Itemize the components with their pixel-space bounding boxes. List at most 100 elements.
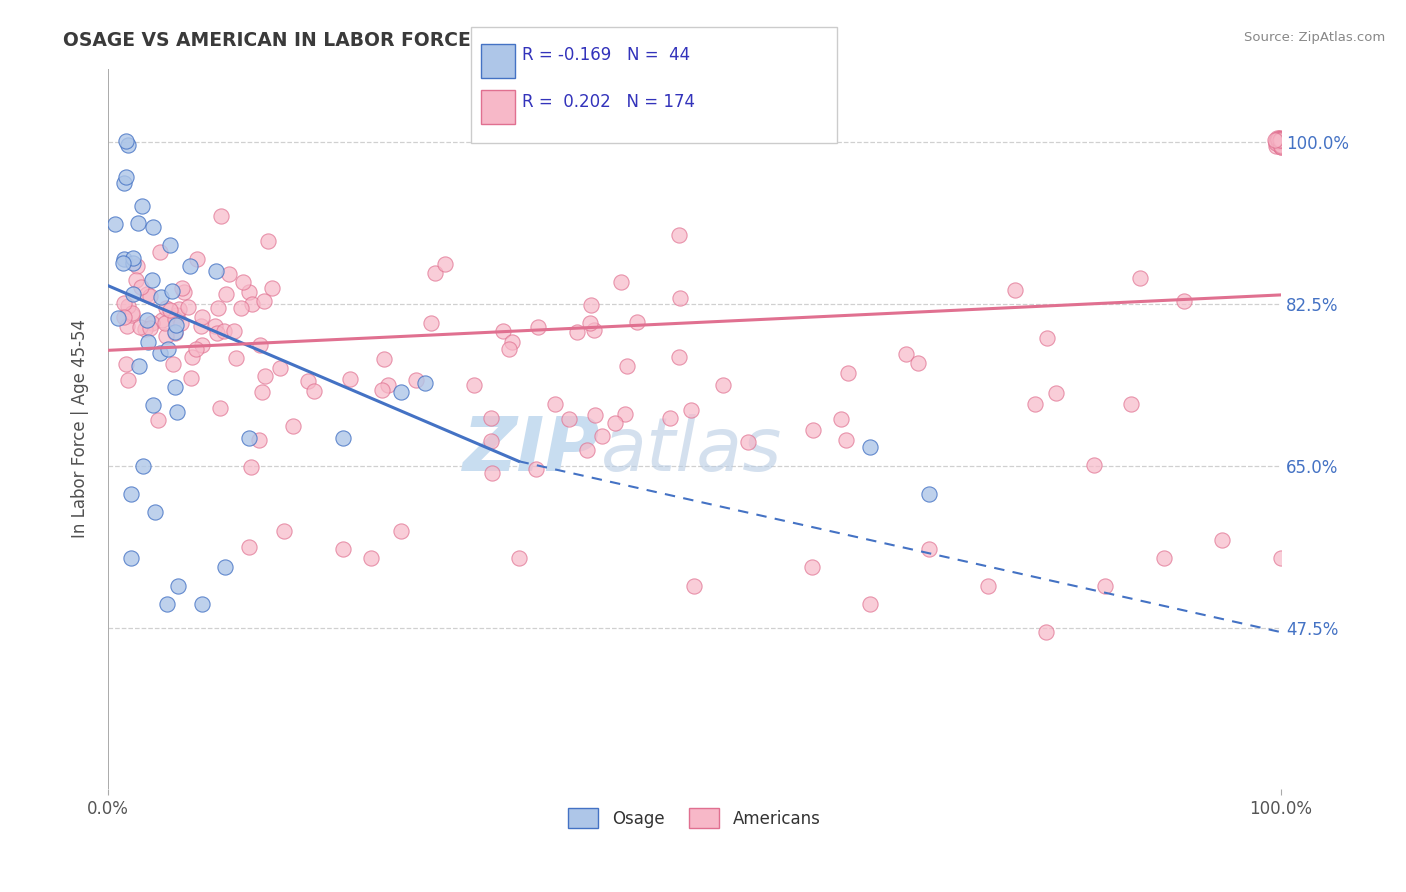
Point	[170, 280, 193, 294]
Point	[413, 376, 436, 390]
Point	[139, 289, 162, 303]
Text: R =  0.202   N = 174: R = 0.202 N = 174	[522, 93, 695, 111]
Point	[339, 372, 361, 386]
Point	[1270, 551, 1292, 566]
Point	[1264, 133, 1286, 147]
Point	[433, 258, 456, 272]
Point	[208, 401, 231, 415]
Point	[1270, 135, 1292, 149]
Point	[120, 551, 142, 566]
Point	[591, 429, 613, 443]
Point	[1270, 136, 1292, 151]
Point	[373, 351, 395, 366]
Point	[170, 316, 193, 330]
Point	[134, 322, 156, 336]
Legend: Osage, Americans: Osage, Americans	[562, 801, 827, 835]
Point	[112, 310, 135, 325]
Point	[1270, 137, 1292, 152]
Point	[190, 338, 212, 352]
Point	[737, 434, 759, 449]
Point	[238, 431, 260, 445]
Point	[114, 134, 136, 148]
Point	[150, 290, 173, 304]
Point	[508, 551, 530, 566]
Point	[229, 301, 252, 315]
Point	[558, 412, 581, 426]
Point	[1270, 132, 1292, 146]
Point	[377, 377, 399, 392]
Point	[1267, 132, 1289, 146]
Point	[1270, 139, 1292, 153]
Point	[616, 359, 638, 374]
Point	[297, 374, 319, 388]
Point	[125, 260, 148, 274]
Point	[190, 319, 212, 334]
Point	[179, 260, 201, 274]
Point	[1094, 579, 1116, 593]
Point	[1153, 551, 1175, 566]
Point	[918, 486, 941, 500]
Point	[1024, 397, 1046, 411]
Point	[132, 458, 155, 473]
Point	[1270, 131, 1292, 145]
Point	[112, 295, 135, 310]
Point	[117, 138, 139, 153]
Point	[117, 299, 139, 313]
Point	[498, 342, 520, 356]
Point	[1264, 134, 1286, 148]
Point	[1270, 136, 1292, 150]
Point	[159, 302, 181, 317]
Point	[603, 417, 626, 431]
Point	[830, 412, 852, 426]
Point	[191, 310, 214, 324]
Point	[115, 319, 138, 334]
Point	[269, 360, 291, 375]
Point	[281, 418, 304, 433]
Point	[614, 407, 637, 421]
Point	[125, 273, 148, 287]
Point	[121, 255, 143, 269]
Point	[479, 434, 502, 448]
Point	[212, 324, 235, 338]
Point	[166, 308, 188, 322]
Point	[1270, 140, 1292, 154]
Point	[207, 301, 229, 315]
Point	[254, 368, 277, 383]
Point	[163, 326, 186, 340]
Point	[114, 170, 136, 185]
Point	[360, 551, 382, 566]
Point	[1270, 138, 1292, 153]
Point	[659, 411, 682, 425]
Point	[481, 467, 503, 481]
Point	[304, 384, 326, 399]
Point	[141, 272, 163, 286]
Point	[165, 312, 187, 326]
Point	[835, 433, 858, 447]
Point	[186, 252, 208, 267]
Point	[1265, 131, 1288, 145]
Point	[209, 209, 232, 223]
Point	[107, 311, 129, 326]
Point	[582, 323, 605, 337]
Point	[579, 298, 602, 312]
Point	[1211, 533, 1233, 547]
Point	[165, 325, 187, 339]
Point	[668, 291, 690, 305]
Point	[122, 286, 145, 301]
Point	[207, 326, 229, 341]
Point	[1270, 135, 1292, 149]
Point	[668, 350, 690, 364]
Point	[239, 460, 262, 475]
Point	[247, 433, 270, 447]
Point	[112, 176, 135, 190]
Point	[156, 342, 179, 356]
Point	[332, 541, 354, 556]
Point	[128, 359, 150, 373]
Point	[149, 245, 172, 260]
Point	[257, 234, 280, 248]
Point	[894, 346, 917, 360]
Point	[131, 199, 153, 213]
Point	[1270, 137, 1292, 152]
Point	[121, 305, 143, 319]
Point	[156, 598, 179, 612]
